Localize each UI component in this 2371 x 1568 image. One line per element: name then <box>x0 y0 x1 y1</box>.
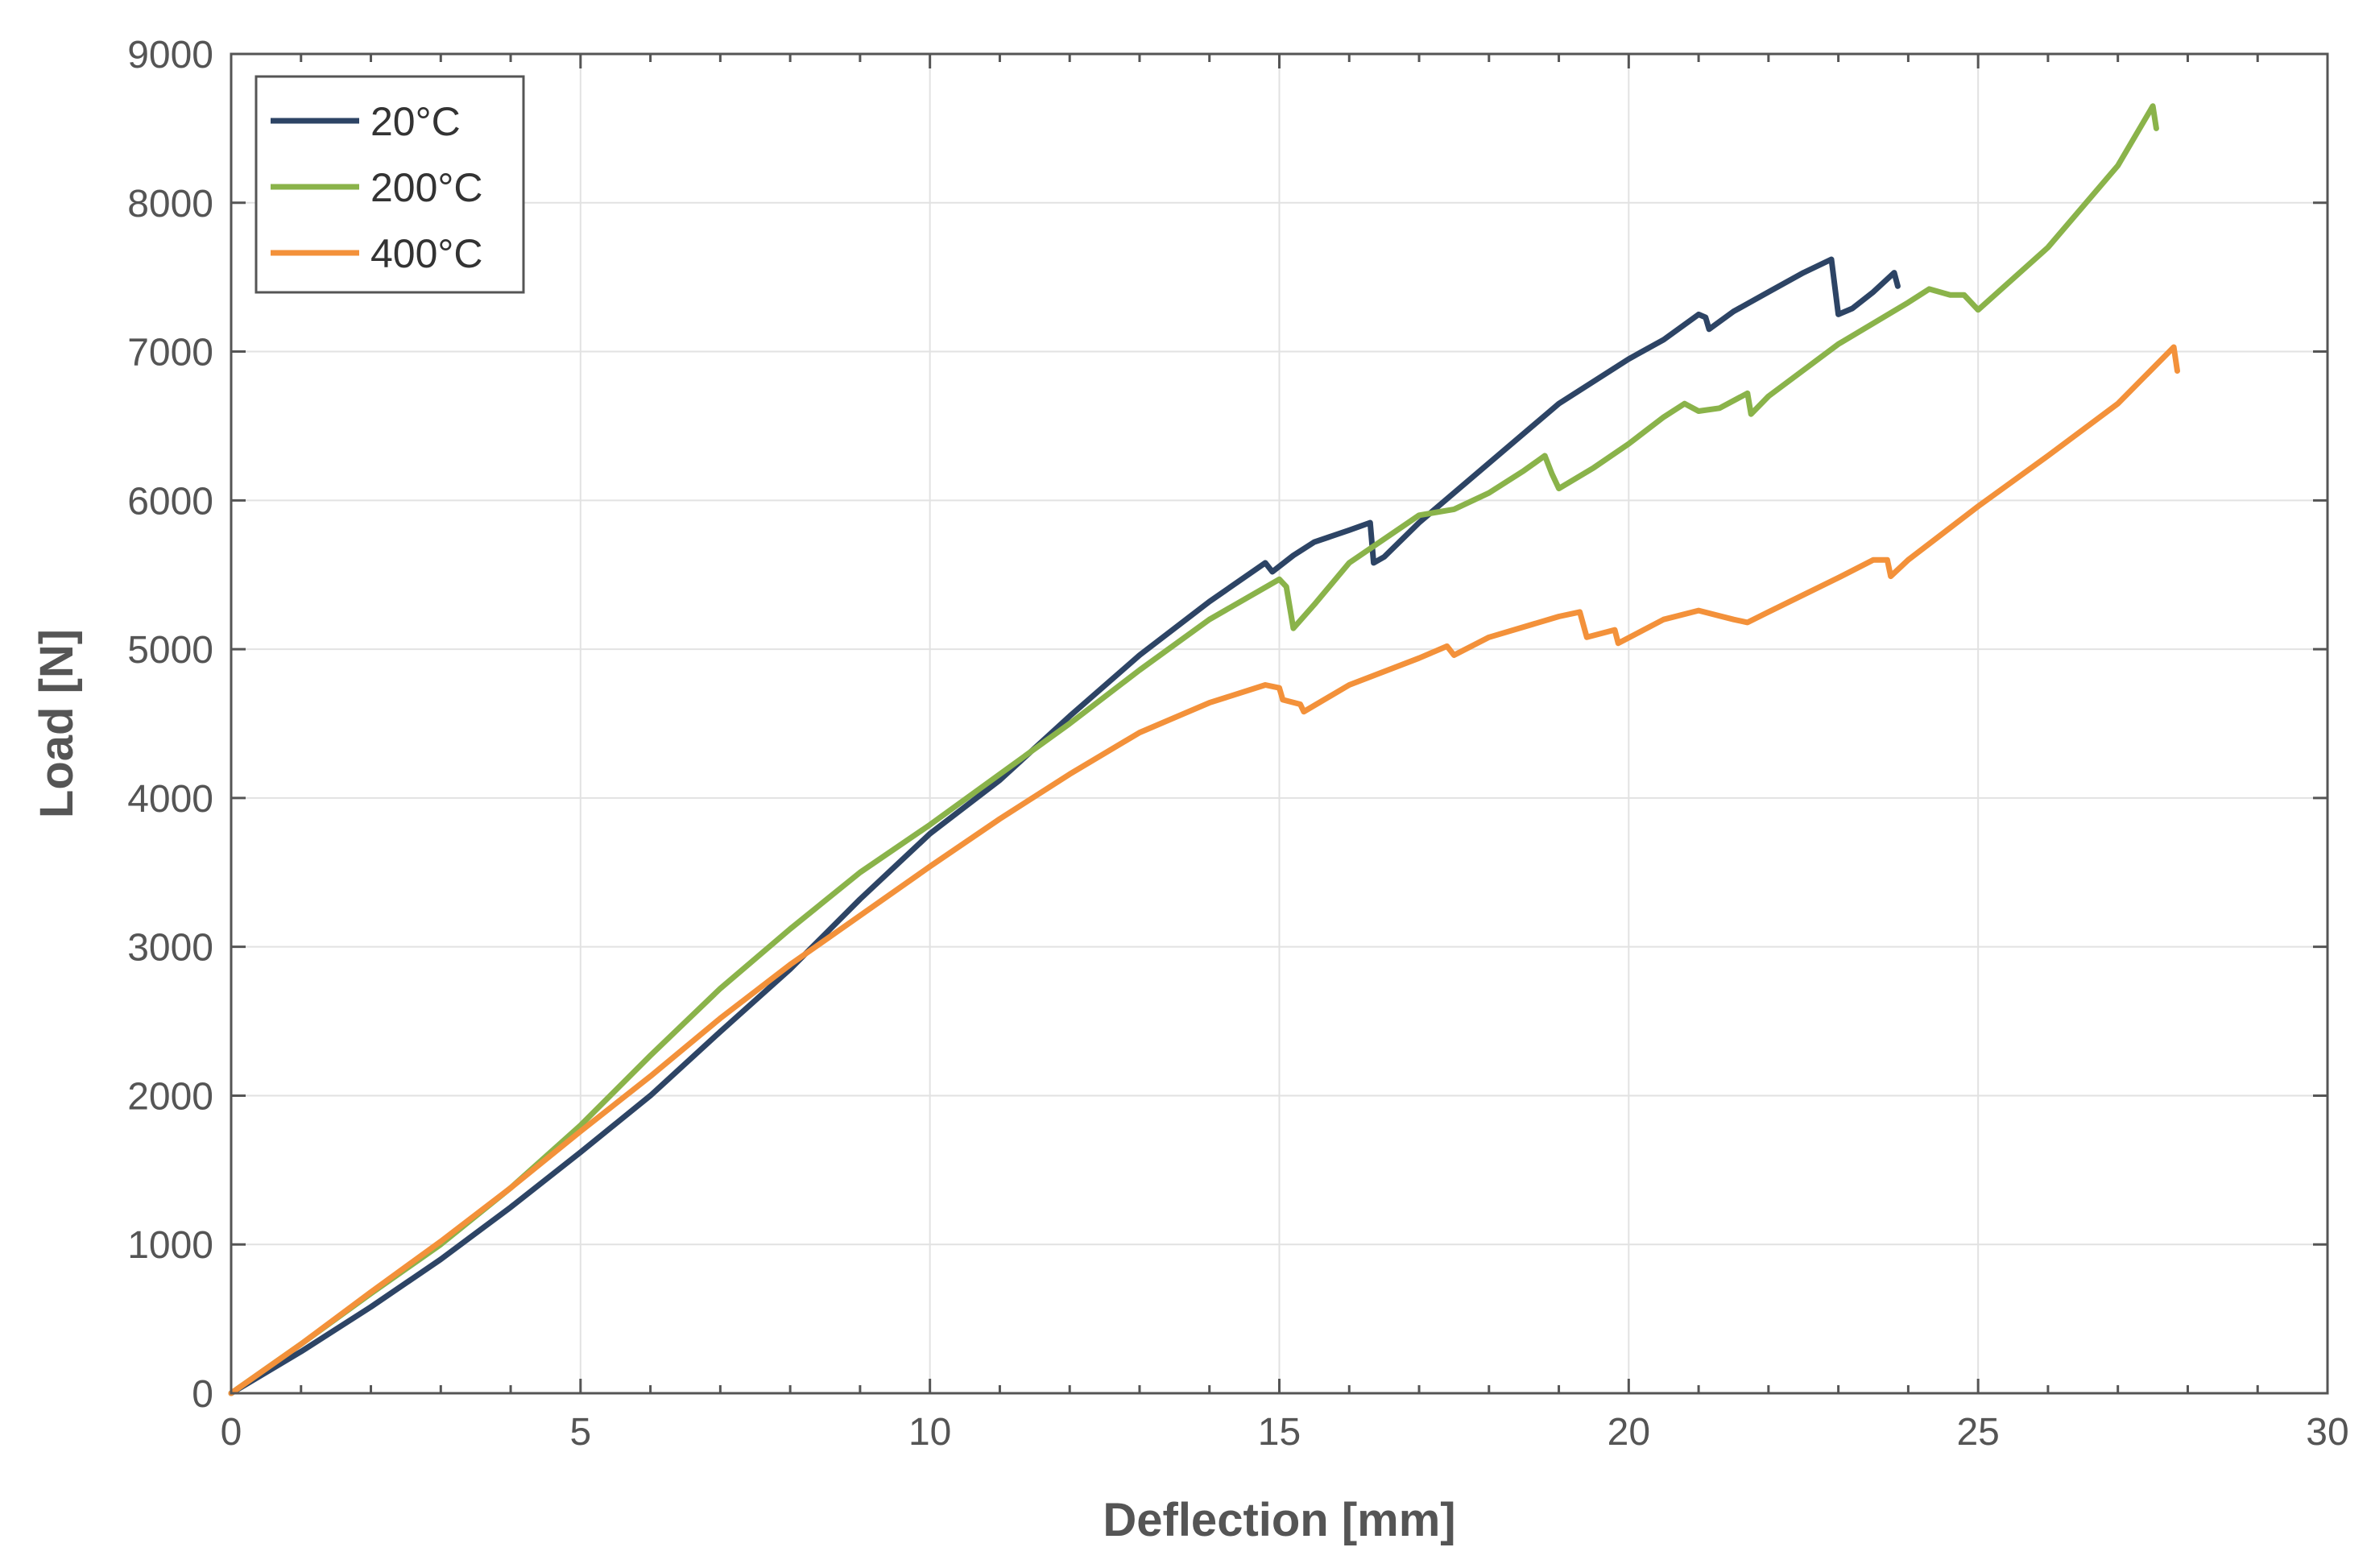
y-tick-label: 8000 <box>127 183 213 225</box>
x-axis-title: Deflection [mm] <box>1103 1494 1455 1546</box>
x-tick-label: 25 <box>1956 1411 1999 1454</box>
legend-label: 400°C <box>370 231 483 276</box>
y-tick-label: 3000 <box>127 927 213 970</box>
gridlines <box>231 54 2328 1393</box>
series-line-3 <box>228 344 2180 1396</box>
legend-label: 20°C <box>370 99 461 144</box>
legend-label: 200°C <box>370 165 483 210</box>
x-tick-labels: 0 5 10 15 20 25 30 <box>221 1411 2349 1454</box>
legend: 20°C 200°C 400°C <box>254 75 525 294</box>
x-tick-label: 5 <box>569 1411 591 1454</box>
y-tick-label: 6000 <box>127 480 213 523</box>
x-tick-label: 10 <box>908 1411 951 1454</box>
y-tick-label: 7000 <box>127 332 213 374</box>
y-tick-label: 4000 <box>127 778 213 821</box>
y-axis-title: Load [N] <box>31 629 83 818</box>
y-tick-label: 0 <box>192 1373 213 1416</box>
axis-ticks <box>230 52 2329 1395</box>
x-tick-label: 0 <box>221 1411 242 1454</box>
y-tick-labels: 0 1000 2000 3000 4000 5000 6000 7000 8000 9000 <box>127 34 213 1416</box>
x-tick-label: 15 <box>1258 1411 1301 1454</box>
x-tick-label: 20 <box>1608 1411 1650 1454</box>
y-tick-label: 5000 <box>127 629 213 672</box>
x-tick-label: 30 <box>2306 1411 2348 1454</box>
series-group <box>228 103 2180 1396</box>
y-tick-label: 1000 <box>127 1224 213 1267</box>
series-line-2 <box>228 103 2159 1396</box>
series-line-1 <box>228 256 1901 1396</box>
y-tick-label: 9000 <box>127 34 213 77</box>
y-tick-label: 2000 <box>127 1075 213 1118</box>
